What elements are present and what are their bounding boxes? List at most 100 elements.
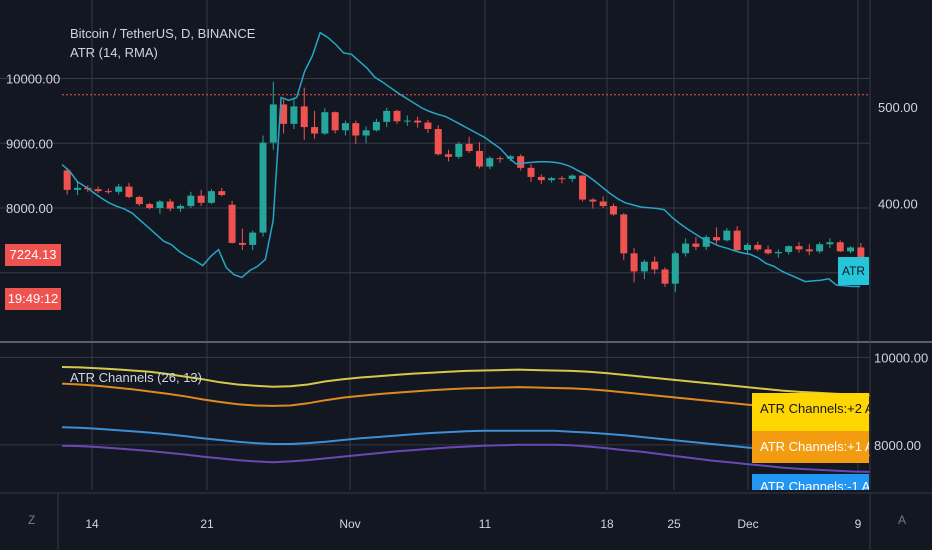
candle-body [280, 104, 288, 124]
candle-body [836, 242, 844, 252]
candle-body [661, 269, 669, 284]
candle-body [455, 143, 463, 157]
price-tick-label: 10000.00 [6, 72, 60, 87]
candle-body [424, 122, 432, 130]
candle-body [857, 247, 865, 259]
x-tick-label: Nov [339, 517, 360, 531]
candle-body [579, 175, 587, 200]
candle-body [197, 195, 205, 203]
candle-body [589, 199, 597, 202]
candle-body [115, 186, 123, 192]
candle-body [764, 249, 772, 254]
x-tick-label: Dec [737, 517, 758, 531]
channel-plus2-line [61, 366, 871, 397]
candle-body [311, 127, 319, 134]
legend-chip-minus1-atr: ATR Channels:-1 ATR [752, 474, 869, 490]
candle-body [548, 178, 556, 181]
candle-body [104, 191, 112, 193]
atr-value-badge: ATR [838, 257, 869, 285]
candle-body [249, 232, 257, 245]
candle-body [795, 246, 803, 250]
candle-body [692, 243, 700, 247]
auto-scale-icon[interactable]: A [898, 513, 907, 527]
x-tick-label: 25 [667, 517, 681, 531]
candle-body [568, 175, 576, 179]
candle-body [558, 178, 566, 180]
candle-body [403, 120, 411, 122]
channel-plus1-line [61, 382, 871, 414]
candle-body [166, 201, 174, 209]
candle-body [228, 204, 236, 243]
atr-indicator-label[interactable]: ATR (14, RMA) [70, 45, 158, 60]
channels-indicator-label[interactable]: ATR Channels (26, 13) [70, 370, 202, 385]
atr-line [61, 31, 860, 288]
candle-body [352, 123, 360, 136]
candle-body [733, 230, 741, 251]
candle-body [331, 112, 339, 131]
price-tick-label: 8000.00 [6, 201, 53, 216]
candle-body [537, 176, 545, 181]
x-tick-label: 11 [479, 517, 492, 531]
candle-body [259, 142, 267, 233]
candle-body [785, 246, 793, 252]
atr-tick-label: 400.00 [878, 196, 918, 211]
candle-body [630, 253, 638, 272]
legend-chip-plus1-atr: ATR Channels:+1 ATR [752, 431, 869, 463]
channel-tick-label: 8000.00 [874, 438, 921, 453]
candle-body [393, 110, 401, 122]
candle-body [218, 191, 226, 196]
candle-body [125, 186, 133, 197]
candle-body [527, 167, 535, 177]
candle-body [713, 237, 721, 241]
candle-body [620, 214, 628, 254]
x-tick-label: 14 [85, 517, 99, 531]
candle-body [682, 243, 690, 254]
channel-minus1-line [61, 426, 871, 457]
candle-body [496, 158, 504, 160]
candle-body [290, 106, 298, 124]
candle-body [341, 123, 349, 131]
candle-body [383, 110, 391, 122]
candle-body [146, 204, 154, 208]
candle-body [135, 196, 143, 205]
x-tick-label: 18 [600, 517, 614, 531]
zoom-control-icon[interactable]: Z [28, 513, 36, 527]
candle-body [805, 249, 813, 252]
candle-body [414, 120, 422, 123]
candle-body [826, 242, 834, 245]
candle-body [434, 129, 442, 155]
candle-body [207, 191, 215, 203]
candle-body [269, 104, 277, 143]
channel-tick-label: 10000.00 [874, 350, 928, 365]
candle-body [847, 247, 855, 252]
candle-body [517, 156, 525, 168]
candle-body [300, 106, 308, 128]
candle-body [63, 170, 71, 190]
price-tick-label: 9000.00 [6, 136, 53, 151]
candle-body [754, 244, 762, 250]
candle-body [372, 121, 380, 131]
candle-body [177, 206, 185, 209]
candle-body [506, 156, 514, 159]
chart-title: Bitcoin / TetherUS, D, BINANCE [70, 26, 256, 41]
candle-body [702, 237, 710, 247]
candle-body [445, 154, 453, 157]
candle-body [640, 261, 648, 272]
last-price-badge: 7224.13 [5, 244, 61, 266]
candle-body [743, 244, 751, 251]
candle-body [609, 206, 617, 215]
candle-body [156, 201, 164, 208]
candle-body [465, 143, 473, 152]
candle-body [73, 187, 81, 190]
candle-body [599, 201, 607, 207]
candle-body [486, 158, 494, 167]
candle-body [238, 242, 246, 245]
candle-body [774, 251, 782, 254]
legend-chip-plus2-atr: ATR Channels:+2 ATR [752, 393, 869, 431]
candle-body [475, 151, 483, 167]
candle-body [362, 130, 370, 136]
candle-body [816, 244, 824, 252]
x-tick-label: 21 [200, 517, 214, 531]
atr-tick-label: 500.00 [878, 100, 918, 115]
